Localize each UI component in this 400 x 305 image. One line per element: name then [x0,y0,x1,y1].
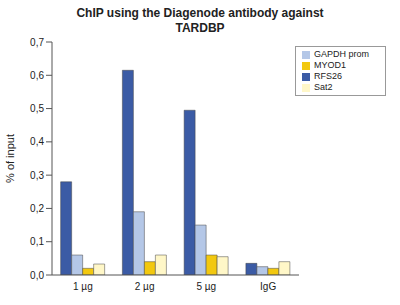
svg-text:0,1: 0,1 [30,236,44,247]
svg-text:0,0: 0,0 [30,270,44,281]
svg-text:0,7: 0,7 [30,37,44,48]
svg-text:2 µg: 2 µg [135,281,155,292]
svg-text:IgG: IgG [260,281,276,292]
svg-text:% of input: % of input [8,134,16,183]
html-text:ChIP using the Diagenode antib: ChIP using the Diagenode antibody agains… [76,6,324,35]
svg-text:5 µg: 5 µg [197,281,217,292]
svg-text:0,2: 0,2 [30,203,44,214]
html-text:MYOD1: MYOD1 [314,60,346,70]
svg-text:0,3: 0,3 [30,170,44,181]
svg-text:0,6: 0,6 [30,70,44,81]
svg-text:0,4: 0,4 [30,136,44,147]
html-text:Sat2: Sat2 [314,82,333,92]
html-text:RFS26: RFS26 [314,71,342,81]
svg-text:1 µg: 1 µg [73,281,93,292]
html-text:GAPDH prom: GAPDH prom [314,49,369,59]
svg-text:0,5: 0,5 [30,103,44,114]
